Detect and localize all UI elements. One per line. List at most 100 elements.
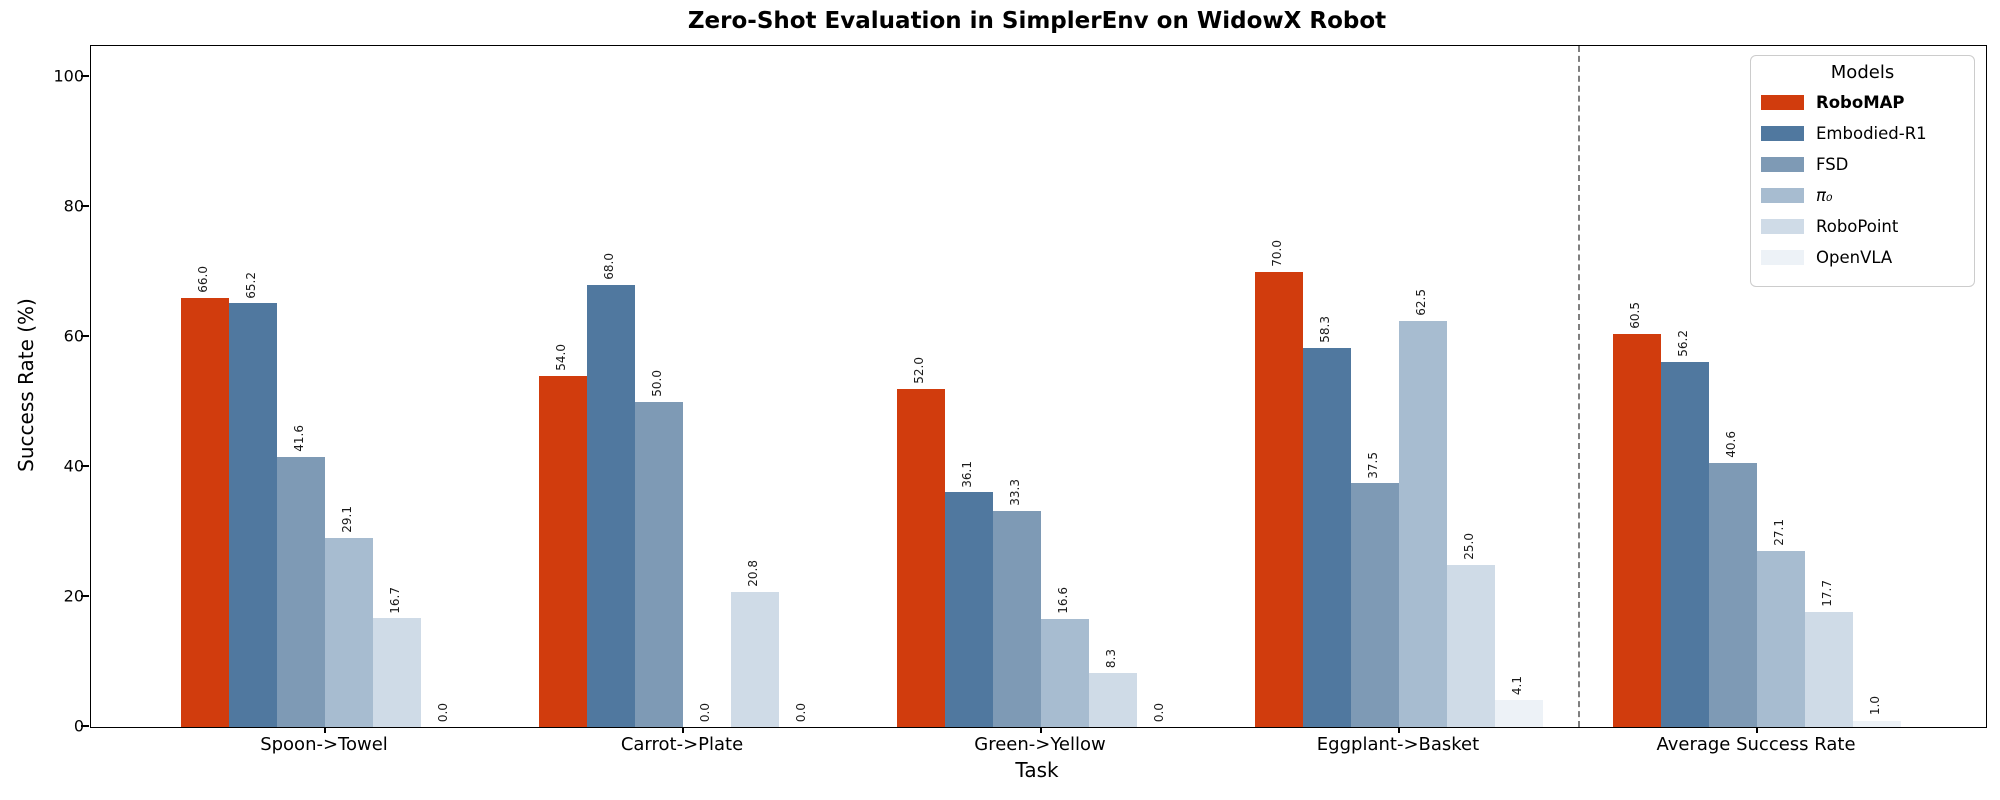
bar-RoboPoint-Eggplant->Basket (1447, 564, 1495, 727)
bar-value-label: 65.2 (244, 271, 258, 299)
x-tick-label-Average Success Rate: Average Success Rate (1656, 734, 1856, 755)
x-tick-label-Green->Yellow: Green->Yellow (974, 734, 1106, 755)
y-tick-label: 0 (73, 716, 84, 736)
bar-RoboMAP-Green->Yellow (897, 389, 945, 727)
legend-label: RoboMAP (1816, 93, 1905, 112)
x-tick-label-Spoon->Towel: Spoon->Towel (260, 734, 388, 755)
bar-value-label: 1.0 (1868, 696, 1882, 716)
chart-title: Zero-Shot Evaluation in SimplerEnv on Wi… (687, 8, 1387, 34)
bar-value-label: 29.1 (340, 506, 354, 533)
bar-value-label: 70.0 (1270, 240, 1284, 268)
y-tick-mark (81, 335, 89, 337)
legend-swatch (1761, 219, 1804, 234)
bar-RoboPoint-Carrot->Plate (731, 591, 779, 727)
legend-label: OpenVLA (1816, 248, 1893, 267)
legend-item-FSD: FSD (1761, 149, 1964, 180)
bar-value-label: 25.0 (1462, 532, 1476, 560)
bar-FSD-Spoon->Towel (277, 456, 325, 727)
bar-value-label: 20.8 (746, 560, 760, 587)
bar-OpenVLA-Eggplant->Basket (1495, 700, 1543, 727)
bar-RoboPoint-Green->Yellow (1089, 673, 1137, 727)
bar-value-label: 66.0 (196, 266, 210, 294)
y-tick-label: 100 (53, 66, 84, 86)
bar-RoboPoint-Spoon->Towel (373, 618, 421, 727)
bar-Embodied-R1-Carrot->Plate (587, 285, 635, 727)
y-tick-mark (81, 725, 89, 727)
y-tick-label: 80 (63, 196, 84, 216)
bar-value-label: 50.0 (650, 370, 664, 398)
bar-RoboMAP-Eggplant->Basket (1255, 272, 1303, 727)
legend-swatch (1761, 250, 1804, 265)
bar-value-label: 4.1 (1510, 676, 1524, 696)
legend-item-Embodied-R1: Embodied-R1 (1761, 118, 1964, 149)
y-tick-mark (81, 205, 89, 207)
bar-value-label: 68.0 (602, 253, 616, 281)
bar-value-label: 0.0 (794, 702, 808, 722)
bar-RoboMAP-Spoon->Towel (181, 298, 229, 727)
bar-FSD-Carrot->Plate (635, 402, 683, 727)
bar-value-label: 58.3 (1318, 316, 1332, 344)
average-separator-line (1578, 46, 1580, 727)
legend: Models RoboMAP Embodied-R1 FSD π₀ RoboPoint O… (1750, 55, 1975, 287)
bar-value-label: 0.0 (698, 702, 712, 722)
bar-π₀-Green->Yellow (1041, 619, 1089, 727)
y-tick-mark (81, 595, 89, 597)
legend-label: π₀ (1816, 186, 1833, 205)
bar-π₀-Spoon->Towel (325, 537, 373, 727)
legend-item-RoboMAP: RoboMAP (1761, 87, 1964, 118)
bar-FSD-Green->Yellow (993, 510, 1041, 727)
legend-swatch (1761, 157, 1804, 172)
legend-swatch (1761, 95, 1804, 110)
bar-Embodied-R1-Eggplant->Basket (1303, 348, 1351, 727)
bar-Embodied-R1-Spoon->Towel (229, 303, 277, 727)
bar-RoboPoint-Average Success Rate (1805, 611, 1853, 727)
y-tick-label: 40 (63, 456, 84, 476)
bar-value-label: 0.0 (436, 702, 450, 722)
bar-value-label: 8.3 (1104, 648, 1118, 669)
bar-value-label: 40.6 (1724, 431, 1738, 459)
x-tick-mark (1756, 727, 1758, 733)
x-tick-mark (682, 727, 684, 733)
bar-value-label: 56.2 (1676, 330, 1690, 357)
bar-value-label: 17.7 (1820, 580, 1834, 607)
bar-OpenVLA-Average Success Rate (1853, 720, 1901, 727)
bar-value-label: 52.0 (912, 357, 926, 385)
bar-FSD-Average Success Rate (1709, 463, 1757, 727)
legend-item-RoboPoint: RoboPoint (1761, 211, 1964, 242)
bar-value-label: 37.5 (1366, 451, 1380, 479)
y-axis-label: Success Rate (%) (14, 298, 38, 472)
x-tick-label-Carrot->Plate: Carrot->Plate (620, 734, 744, 755)
y-tick-mark (81, 465, 89, 467)
legend-swatch (1761, 188, 1804, 203)
bar-value-label: 54.0 (554, 344, 568, 372)
bar-RoboMAP-Average Success Rate (1613, 333, 1661, 727)
x-tick-mark (1398, 727, 1400, 733)
bar-π₀-Average Success Rate (1757, 550, 1805, 727)
x-axis-label: Task (1015, 758, 1059, 782)
bar-π₀-Eggplant->Basket (1399, 320, 1447, 727)
x-tick-mark (324, 727, 326, 733)
bar-value-label: 16.7 (388, 586, 402, 614)
y-tick-mark (81, 75, 89, 77)
bar-value-label: 27.1 (1772, 519, 1786, 546)
y-tick-label: 60 (63, 326, 84, 346)
bar-value-label: 33.3 (1008, 478, 1022, 506)
x-tick-mark (1040, 727, 1042, 733)
legend-item-OpenVLA: OpenVLA (1761, 242, 1964, 273)
bar-value-label: 16.6 (1056, 587, 1070, 615)
x-tick-label-Eggplant->Basket: Eggplant->Basket (1316, 734, 1480, 755)
legend-swatch (1761, 126, 1804, 141)
bar-value-label: 36.1 (960, 460, 974, 488)
bar-value-label: 62.5 (1414, 289, 1428, 316)
legend-label: FSD (1816, 155, 1849, 174)
bar-FSD-Eggplant->Basket (1351, 483, 1399, 727)
plot-area: 66.0 65.2 41.6 29.1 16.7 0.0 54.0 68.0 50.0 0.0 20… (90, 45, 1987, 728)
legend-item-π₀: π₀ (1761, 180, 1964, 211)
bar-value-label: 41.6 (292, 424, 306, 452)
legend-title: Models (1830, 62, 1895, 83)
bar-Embodied-R1-Average Success Rate (1661, 361, 1709, 727)
legend-label: RoboPoint (1816, 217, 1899, 236)
bar-Embodied-R1-Green->Yellow (945, 492, 993, 727)
bar-RoboMAP-Carrot->Plate (539, 376, 587, 727)
